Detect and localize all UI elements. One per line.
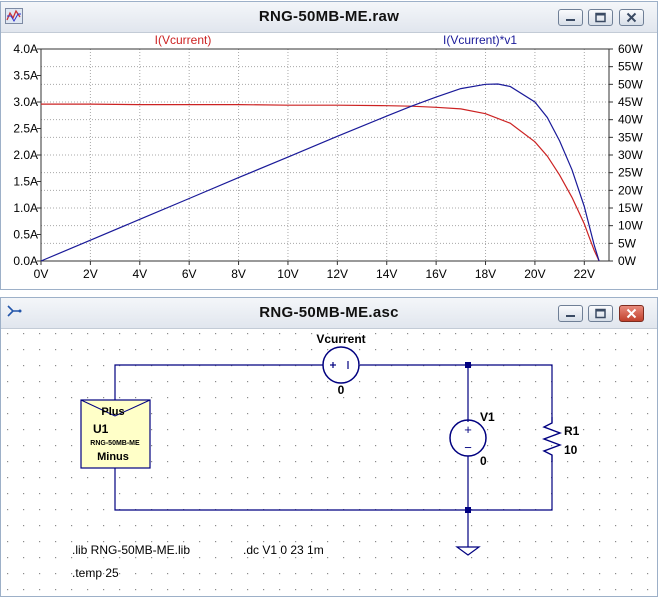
schematic-close-button[interactable] <box>619 305 644 322</box>
y-left-tick-label: 2.0A <box>13 148 38 162</box>
r1-value[interactable]: 10 <box>564 443 578 457</box>
y-right-tick-label: 50W <box>618 77 643 91</box>
minimize-icon <box>566 315 575 317</box>
v1-source[interactable] <box>449 419 487 468</box>
v1-minus-sign: − <box>464 440 472 455</box>
y-left-tick-label: 0.5A <box>13 228 38 242</box>
ground-symbol[interactable] <box>455 546 481 556</box>
x-tick-label: 2V <box>83 267 98 281</box>
plot-close-button[interactable] <box>619 9 644 26</box>
schematic-titlebar[interactable]: RNG-50MB-ME.asc <box>1 298 657 329</box>
schematic-icon[interactable] <box>5 304 23 320</box>
y-right-tick-label: 45W <box>618 95 643 109</box>
y-right-tick-label: 40W <box>618 113 643 127</box>
plot-frame <box>40 48 610 262</box>
x-tick-label: 12V <box>327 267 348 281</box>
y-right-tick-label: 55W <box>618 60 643 74</box>
schematic-drawing[interactable]: Vcurrent 0 + − V1 0 R1 10 Plus U1 RNG-50… <box>0 327 656 595</box>
plot-maximize-button[interactable] <box>588 9 613 26</box>
close-icon <box>626 308 637 319</box>
y-left-tick-label: 4.0A <box>13 42 38 56</box>
u1-name[interactable]: U1 <box>93 422 109 436</box>
schematic-canvas[interactable]: Vcurrent 0 + − V1 0 R1 10 Plus U1 RNG-50… <box>0 327 656 595</box>
temp-directive[interactable]: .temp 25 <box>72 566 119 580</box>
v1-plus-sign: + <box>464 422 472 437</box>
vcurrent-name[interactable]: Vcurrent <box>316 332 365 346</box>
u1-plus-label: Plus <box>101 406 124 418</box>
y-right-tick-label: 5W <box>618 236 637 250</box>
waveform-icon[interactable] <box>5 8 23 24</box>
x-tick-label: 20V <box>524 267 545 281</box>
x-tick-label: 0V <box>34 267 49 281</box>
x-tick-label: 16V <box>425 267 446 281</box>
y-right-tick-label: 15W <box>618 201 643 215</box>
x-tick-label: 8V <box>231 267 246 281</box>
y-right-tick-label: 20W <box>618 183 643 197</box>
junction-dot-top <box>465 362 471 368</box>
series-current-line[interactable] <box>41 103 600 262</box>
y-right-tick-label: 35W <box>618 130 643 144</box>
minimize-icon <box>566 19 575 21</box>
v1-value[interactable]: 0 <box>480 454 487 468</box>
x-tick-label: 22V <box>574 267 595 281</box>
r1-resistor[interactable] <box>542 417 562 462</box>
u1-block[interactable] <box>80 399 151 469</box>
lib-directive[interactable]: .lib RNG-50MB-ME.lib <box>72 543 190 557</box>
restore-icon <box>595 308 606 319</box>
y-left-tick-label: 0.0A <box>13 254 38 268</box>
schematic-minimize-button[interactable] <box>558 305 583 322</box>
y-right-tick-label: 60W <box>618 42 643 56</box>
y-right-tick-label: 0W <box>618 254 637 268</box>
u1-model: RNG-50MB-ME <box>90 440 140 447</box>
x-tick-label: 18V <box>475 267 496 281</box>
vcurrent-source[interactable] <box>322 346 360 384</box>
plot-window-title: RNG-50MB-ME.raw <box>258 8 400 25</box>
x-tick-label: 6V <box>182 267 197 281</box>
plot-titlebar[interactable]: RNG-50MB-ME.raw <box>1 2 657 33</box>
y-left-tick-label: 3.0A <box>13 95 38 109</box>
trace-label-current[interactable]: I(Vcurrent) <box>155 33 212 47</box>
v1-name[interactable]: V1 <box>480 410 495 424</box>
y-right-tick-label: 30W <box>618 148 643 162</box>
restore-icon <box>595 12 606 23</box>
junction-dot-bottom <box>465 507 471 513</box>
schematic-maximize-button[interactable] <box>588 305 613 322</box>
x-tick-label: 14V <box>376 267 397 281</box>
y-left-tick-label: 3.5A <box>13 69 38 83</box>
x-tick-label: 4V <box>132 267 147 281</box>
schematic-window-title: RNG-50MB-ME.asc <box>259 304 399 321</box>
plot-area[interactable]: 0V 2V 4V 6V 8V 10V 12V 14V 16V 18V 20V 22V 4.0A 3.5A 3… <box>1 33 657 289</box>
plot-window: RNG-50MB-ME.raw 0V 2V 4V 6V 8V 10V 12V 14V 16V 18… <box>0 1 658 290</box>
close-icon <box>626 12 637 23</box>
y-right-tick-label: 10W <box>618 219 643 233</box>
x-tick-label: 10V <box>277 267 298 281</box>
plot-minimize-button[interactable] <box>558 9 583 26</box>
trace-label-power[interactable]: I(Vcurrent)*v1 <box>443 33 517 47</box>
y-left-tick-label: 1.5A <box>13 175 38 189</box>
dc-directive[interactable]: .dc V1 0 23 1m <box>243 543 324 557</box>
series-power-line[interactable] <box>40 83 600 262</box>
waveform-chart[interactable]: 0V 2V 4V 6V 8V 10V 12V 14V 16V 18V 20V 22V 4.0A 3.5A 3… <box>1 33 657 289</box>
u1-minus-label: Minus <box>97 451 129 463</box>
y-left-tick-label: 2.5A <box>13 122 38 136</box>
y-right-tick-label: 25W <box>618 166 643 180</box>
vcurrent-value[interactable]: 0 <box>338 383 345 397</box>
y-left-tick-label: 1.0A <box>13 201 38 215</box>
r1-name[interactable]: R1 <box>564 424 580 438</box>
